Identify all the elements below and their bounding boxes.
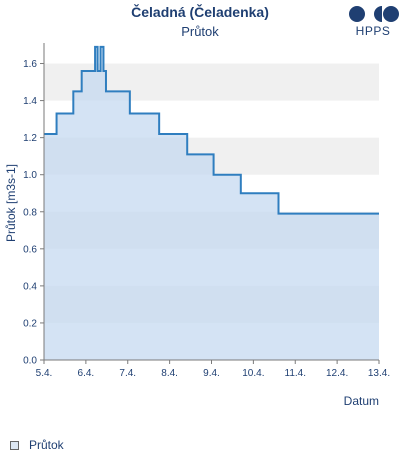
legend: Průtok (10, 437, 64, 453)
hpps-logo: HPPS (346, 5, 400, 45)
y-tick-label: 0.4 (23, 281, 37, 292)
x-axis-label: Datum (344, 394, 379, 408)
chart-subtitle: Průtok (181, 24, 219, 39)
hpps-logo-text: HPPS (355, 24, 391, 38)
tick-labels: 0.0 0.2 0.4 0.6 0.8 1.0 1.2 1.4 1.6 5.4. 6.4. 7.4. 8… (23, 59, 390, 379)
series-area (44, 45, 379, 361)
y-tick-label: 0.0 (23, 356, 37, 367)
x-tick-label: 6.4. (78, 368, 95, 379)
legend-label: Průtok (29, 438, 64, 452)
x-tick-label: 10.4. (242, 368, 264, 379)
hpps-logo-icon (349, 6, 399, 22)
y-tick-label: 1.2 (23, 133, 37, 144)
series-line-0 (44, 45, 379, 215)
x-tick-label: 12.4. (326, 368, 348, 379)
y-axis-label: Průtok [m3s-1] (4, 164, 18, 242)
y-tick-label: 1.6 (23, 59, 37, 70)
x-tick-label: 9.4. (203, 368, 220, 379)
y-tick-label: 0.6 (23, 244, 37, 255)
x-tick-label: 5.4. (36, 368, 53, 379)
x-tick-label: 11.4. (285, 368, 307, 379)
x-tick-label: 7.4. (119, 368, 136, 379)
y-tick-label: 1.4 (23, 96, 37, 107)
legend-swatch (10, 440, 19, 450)
series-area-fill-0 (44, 46, 379, 361)
y-tick-label: 0.2 (23, 318, 37, 329)
y-tick-label: 1.0 (23, 170, 37, 181)
x-tick-label: 8.4. (161, 368, 178, 379)
y-tick-label: 0.8 (23, 207, 37, 218)
chart-title: Čeladná (Čeladenka) (131, 4, 269, 20)
x-tick-label: 13.4. (368, 368, 390, 379)
